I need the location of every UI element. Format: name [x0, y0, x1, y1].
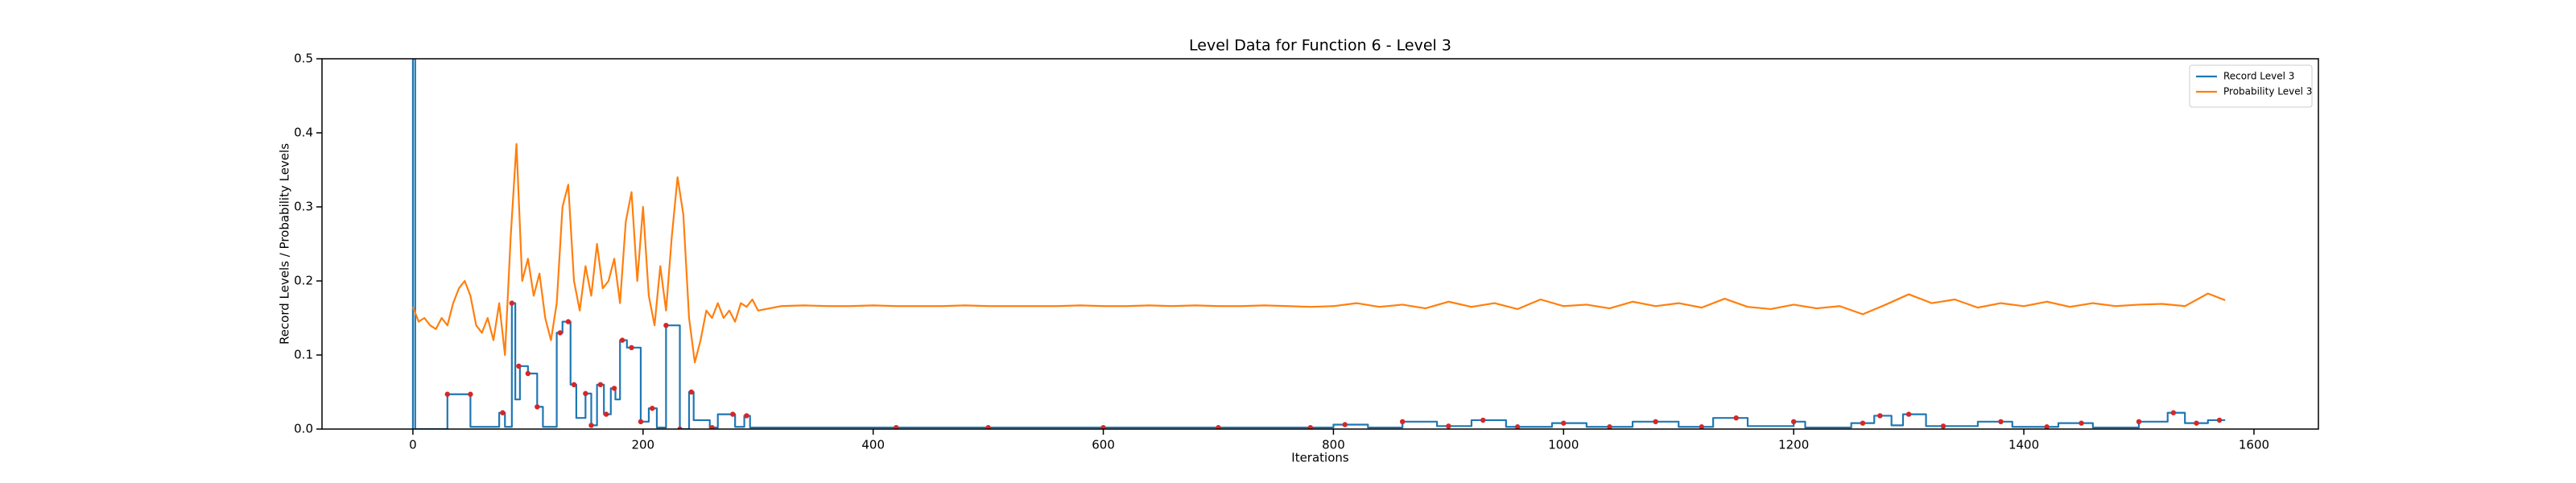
record-point	[516, 363, 522, 369]
record-point	[468, 391, 473, 397]
record-point	[985, 424, 991, 429]
x-tick-label: 1400	[2008, 438, 2039, 452]
record-point	[1877, 413, 1883, 419]
y-tick-label: 0.5	[294, 52, 313, 66]
axes-frame	[321, 58, 2319, 430]
y-axis-label: Record Levels / Probability Levels	[278, 143, 292, 345]
record-point	[603, 411, 609, 417]
legend-label: Record Level 3	[2223, 71, 2294, 82]
y-tick-label: 0.2	[294, 274, 313, 288]
record-point	[629, 345, 634, 350]
record-point	[744, 413, 749, 419]
record-point	[611, 386, 617, 391]
record-point	[2079, 420, 2084, 426]
record-point	[1940, 423, 1946, 429]
record-point	[525, 370, 531, 377]
record-point	[638, 419, 644, 424]
legend-label: Probability Level 3	[2223, 86, 2312, 97]
y-tick-label: 0.3	[294, 200, 313, 214]
record-point	[1653, 419, 1658, 424]
x-tick-label: 1200	[1778, 438, 1809, 452]
record-point	[677, 426, 683, 429]
record-point	[1561, 420, 1567, 426]
x-tick-label: 200	[631, 438, 654, 452]
record-point	[1216, 424, 1221, 429]
record-point	[1699, 424, 1705, 429]
record-point	[1307, 424, 1314, 429]
y-tick-label: 0.4	[294, 126, 313, 140]
y-tick-label: 0.1	[294, 348, 313, 362]
record-point	[500, 410, 506, 415]
record-point	[588, 423, 594, 428]
record-point	[444, 391, 451, 397]
record-point	[1480, 417, 1486, 423]
record-point	[650, 406, 655, 411]
record-point	[571, 382, 577, 387]
record-point	[1860, 420, 1866, 426]
x-axis-label: Iterations	[1291, 451, 1349, 465]
x-tick-label: 400	[861, 438, 885, 452]
record-point	[509, 300, 515, 306]
record-point	[709, 424, 715, 429]
x-tick-label: 1600	[2239, 438, 2269, 452]
record-point	[1342, 422, 1348, 427]
x-tick-label: 0	[409, 438, 417, 452]
record-point	[535, 404, 540, 410]
record-point	[1100, 424, 1106, 429]
record-point	[583, 390, 588, 397]
record-point	[688, 389, 695, 395]
record-point	[1998, 419, 2004, 424]
record-point	[2044, 424, 2050, 429]
record-point	[894, 424, 899, 429]
record-point	[1400, 419, 1406, 424]
x-tick-label: 800	[1322, 438, 1345, 452]
record-point	[730, 411, 736, 417]
legend-box	[2189, 64, 2313, 108]
record-point	[663, 323, 669, 328]
record-point	[619, 337, 625, 343]
record-point	[557, 330, 564, 336]
record-point	[565, 319, 572, 324]
record-point	[2216, 417, 2223, 423]
x-tick-label: 1000	[1548, 438, 1579, 452]
record-point	[2194, 420, 2199, 426]
record-point	[1733, 415, 1739, 421]
record-point	[1790, 419, 1797, 424]
plot-area	[411, 59, 2226, 429]
record-point	[1607, 424, 1612, 429]
record-point	[1905, 411, 1912, 417]
x-tick-label: 600	[1092, 438, 1115, 452]
record-point	[2170, 410, 2177, 415]
y-tick-label: 0.0	[294, 422, 313, 436]
record-point	[1514, 424, 1521, 429]
record-point	[597, 382, 604, 387]
record-point	[2136, 419, 2142, 424]
chart-title: Level Data for Function 6 - Level 3	[1189, 37, 1451, 55]
record-point	[1446, 423, 1451, 429]
series-line	[411, 142, 2226, 364]
